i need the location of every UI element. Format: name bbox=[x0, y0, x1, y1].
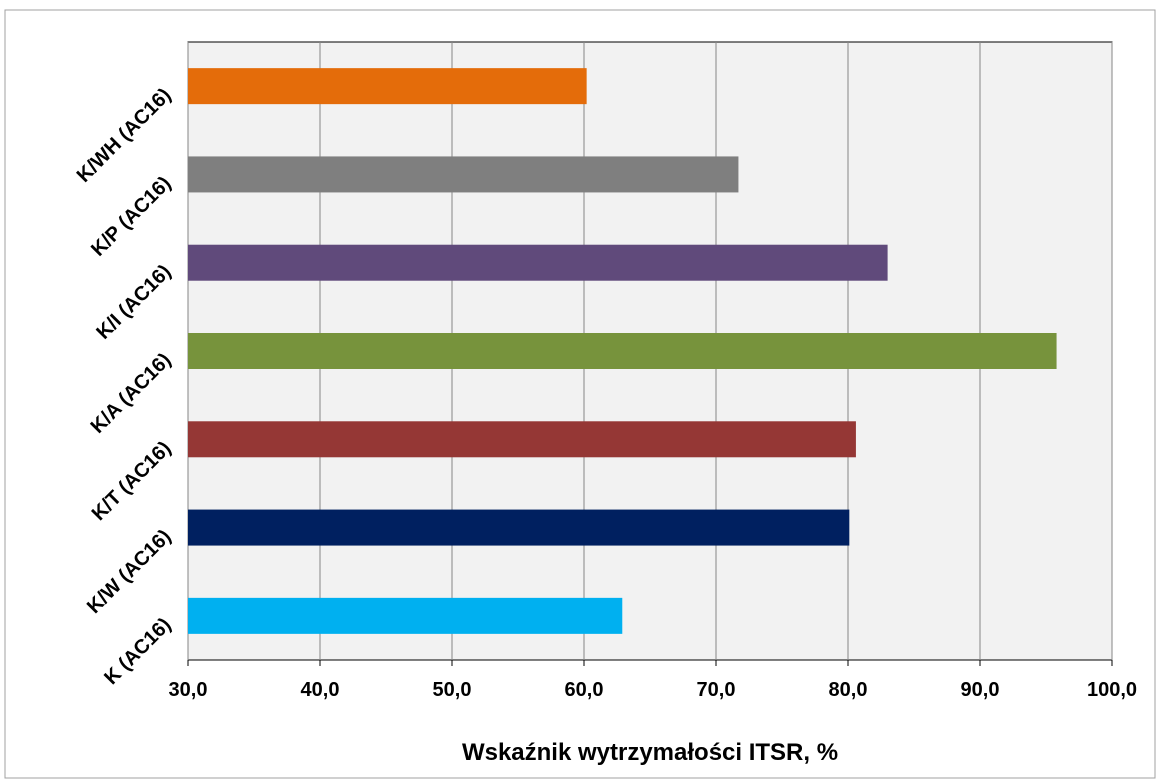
bar bbox=[188, 597, 623, 634]
bar bbox=[188, 244, 888, 281]
bar bbox=[188, 333, 1057, 369]
bar bbox=[188, 156, 739, 193]
x-tick-label: 100,0 bbox=[1087, 679, 1137, 701]
bar bbox=[188, 421, 856, 458]
x-tick-label: 70,0 bbox=[697, 679, 736, 701]
bar bbox=[188, 509, 850, 546]
x-tick-label: 90,0 bbox=[961, 679, 1000, 701]
bar bbox=[188, 68, 587, 105]
x-tick-label: 60,0 bbox=[565, 679, 604, 701]
x-tick-label: 40,0 bbox=[301, 679, 340, 701]
x-tick-label: 30,0 bbox=[169, 679, 208, 701]
x-tick-label: 80,0 bbox=[829, 679, 868, 701]
x-axis-title: Wskaźnik wytrzymałości ITSR, % bbox=[462, 739, 838, 766]
x-tick-label: 50,0 bbox=[433, 679, 472, 701]
